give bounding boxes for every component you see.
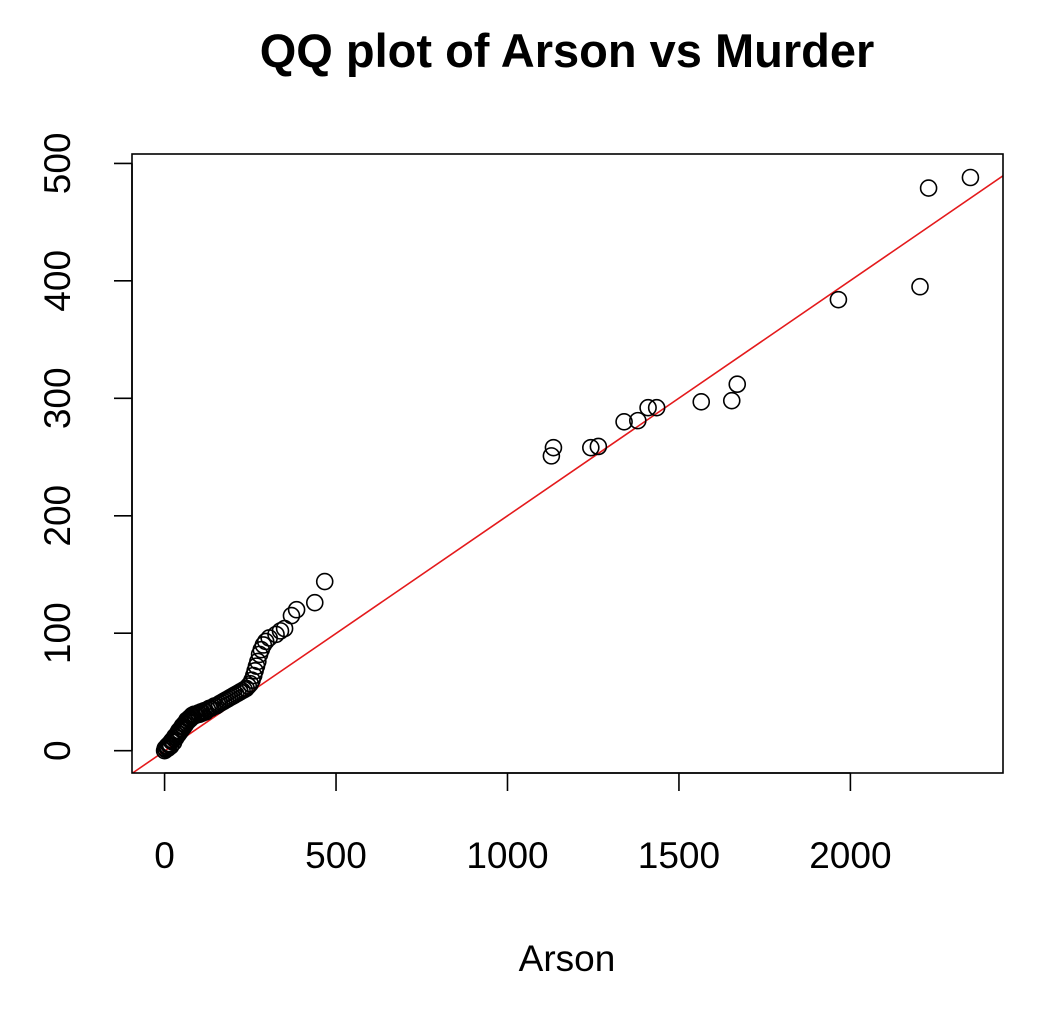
data-point bbox=[542, 447, 561, 465]
x-axis-title: Arson bbox=[519, 938, 616, 979]
data-point bbox=[582, 438, 600, 457]
x-tick-label: 1500 bbox=[638, 835, 720, 876]
data-point bbox=[267, 625, 285, 644]
data-point bbox=[315, 572, 334, 591]
data-point bbox=[305, 593, 324, 612]
x-tick-label: 2000 bbox=[809, 835, 891, 876]
reference-line bbox=[132, 175, 1003, 773]
data-point bbox=[282, 606, 301, 625]
data-point bbox=[961, 168, 980, 187]
data-point bbox=[647, 398, 666, 417]
data-point bbox=[589, 437, 608, 456]
data-points bbox=[155, 168, 980, 760]
y-tick-label: 0 bbox=[37, 740, 78, 761]
data-point bbox=[911, 277, 929, 296]
data-point bbox=[287, 600, 306, 619]
data-point bbox=[639, 398, 657, 417]
x-tick-label: 1000 bbox=[466, 835, 548, 876]
y-tick-label: 400 bbox=[37, 250, 78, 312]
data-point bbox=[271, 622, 290, 640]
y-tick-label: 300 bbox=[37, 367, 78, 429]
data-point bbox=[615, 413, 633, 431]
data-point bbox=[728, 375, 747, 394]
y-tick-label: 100 bbox=[37, 602, 78, 664]
data-point bbox=[628, 411, 647, 430]
plot-frame bbox=[131, 153, 1004, 774]
data-point bbox=[722, 391, 741, 410]
data-point bbox=[249, 652, 267, 671]
x-tick-label: 0 bbox=[154, 835, 175, 876]
data-point bbox=[919, 179, 938, 197]
data-point bbox=[544, 438, 563, 457]
x-tick-label: 500 bbox=[305, 835, 367, 876]
chart-title: QQ plot of Arson vs Murder bbox=[260, 24, 875, 77]
y-axis: 0 100 200 300 400 500 bbox=[37, 133, 133, 761]
data-point bbox=[241, 674, 260, 693]
x-axis: 0 500 1000 1500 2000 bbox=[154, 772, 892, 876]
data-point bbox=[692, 393, 711, 411]
y-tick-label: 200 bbox=[37, 485, 78, 547]
data-point bbox=[829, 290, 848, 309]
y-tick-label: 500 bbox=[37, 133, 78, 195]
